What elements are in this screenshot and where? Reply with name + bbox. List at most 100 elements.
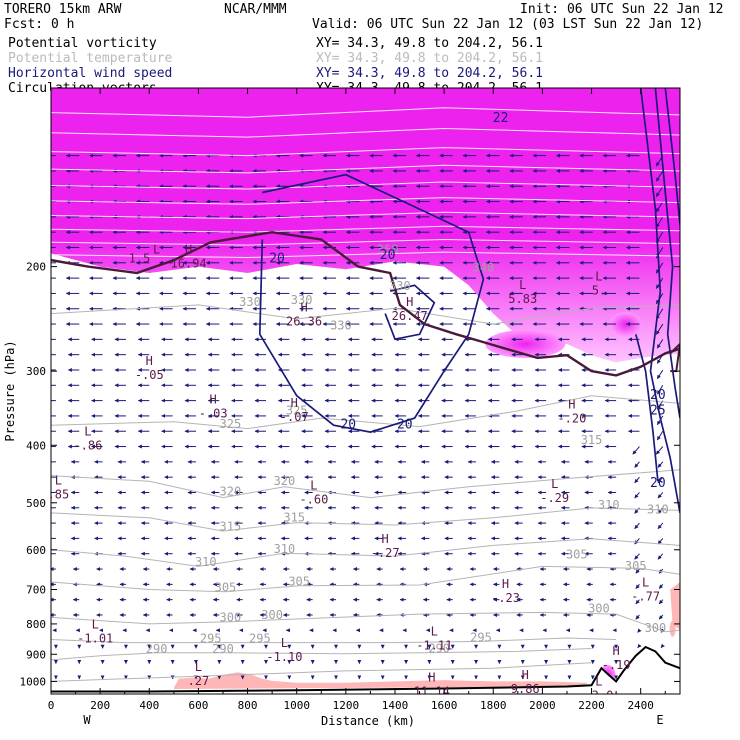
extremum-marker: L bbox=[281, 636, 288, 650]
theta-label: 290 bbox=[428, 642, 450, 656]
init-time: Init: 06 UTC Sun 22 Jan 12 bbox=[520, 2, 724, 17]
extremum-value: -.23 bbox=[491, 591, 520, 605]
wind-contour bbox=[639, 88, 680, 514]
legend-label: Potential vorticity bbox=[8, 36, 157, 51]
theta-label: 305 bbox=[566, 548, 588, 562]
y-tick-label: 900 bbox=[26, 648, 46, 661]
extremum-value: -1.10 bbox=[266, 650, 302, 664]
wind-contour bbox=[258, 173, 485, 433]
extremum-value: -1.01 bbox=[77, 632, 113, 646]
circulation-vector bbox=[655, 201, 664, 213]
extremum-marker: H bbox=[568, 398, 575, 412]
theta-contour bbox=[51, 469, 680, 499]
theta-label: 295 bbox=[200, 631, 222, 645]
circulation-vector bbox=[635, 584, 640, 589]
extremum-value: 11.14 bbox=[414, 684, 450, 698]
wind-label: 20 bbox=[650, 476, 666, 491]
circulation-vector bbox=[655, 446, 664, 455]
circulation-vector bbox=[634, 507, 640, 514]
theta-label: 305 bbox=[215, 581, 237, 595]
theta-contour bbox=[51, 238, 680, 246]
circulation-vector bbox=[657, 507, 664, 514]
theta-contour bbox=[51, 611, 680, 633]
theta-contour bbox=[51, 164, 680, 174]
theta-contour bbox=[51, 637, 617, 644]
circulation-vector bbox=[657, 492, 664, 499]
theta-label: 360 bbox=[377, 242, 399, 256]
theta-label: 300 bbox=[220, 611, 242, 625]
y-tick-label: 600 bbox=[26, 544, 46, 557]
circulation-vector bbox=[656, 369, 664, 380]
valid-time: Valid: 06 UTC Sun 22 Jan 12 (03 LST Sun … bbox=[312, 17, 703, 32]
theta-label: 315 bbox=[220, 520, 242, 534]
x-axis-label: Distance (km) bbox=[321, 714, 415, 728]
wind-contour bbox=[654, 88, 680, 419]
circulation-vector bbox=[657, 522, 664, 530]
x-tick-label: 1400 bbox=[382, 699, 409, 712]
x-tick-label: 2000 bbox=[529, 699, 556, 712]
extremum-marker: L bbox=[195, 660, 202, 674]
y-axis-label: Pressure (hPa) bbox=[3, 340, 17, 441]
theta-label: 295 bbox=[249, 631, 271, 645]
circulation-vector bbox=[656, 430, 664, 441]
west-label: W bbox=[83, 713, 91, 727]
theta-contour bbox=[51, 565, 680, 593]
wind-label: 22 bbox=[493, 111, 509, 126]
theta-label: 305 bbox=[625, 559, 647, 573]
extremum-value: 16.94 bbox=[171, 256, 207, 270]
theta-label: 330 bbox=[330, 318, 352, 332]
theta-contours bbox=[51, 107, 680, 682]
legend-coords: XY= 34.3, 49.8 to 204.2, 56.1 bbox=[316, 66, 543, 81]
y-tick-label: 700 bbox=[26, 584, 46, 597]
circulation-vector bbox=[637, 643, 642, 649]
extremum-value: 26.36 bbox=[286, 314, 322, 328]
extremum-value: -.07 bbox=[280, 410, 309, 424]
circulation-vector bbox=[657, 553, 664, 560]
extremum-value: -.86 bbox=[73, 438, 102, 452]
theta-contour bbox=[51, 127, 680, 138]
extremum-marker: L bbox=[519, 278, 526, 292]
pv-low-region bbox=[670, 582, 680, 631]
theta-contour bbox=[51, 507, 680, 532]
circulation-vector bbox=[634, 538, 640, 545]
legend-label: Potential temperature bbox=[8, 51, 173, 66]
theta-contour bbox=[51, 211, 680, 220]
extremum-marker: H bbox=[300, 300, 307, 314]
extremum-value: -.05 bbox=[135, 368, 164, 382]
plot-area: 330 330 330 330 340 360 325 325 315 320 320 315 315 3… bbox=[51, 88, 680, 698]
circulation-vector bbox=[634, 461, 640, 468]
circulation-vector bbox=[655, 323, 664, 335]
circulation-vector bbox=[658, 584, 664, 589]
legend-coords: XY= 34.3, 49.8 to 204.2, 56.1 bbox=[316, 36, 543, 51]
center-title: NCAR/MMM bbox=[224, 2, 287, 17]
circulation-vector bbox=[655, 170, 664, 182]
circulation-vector bbox=[655, 216, 664, 228]
extremum-value: -.03 bbox=[199, 406, 228, 420]
circulation-vector bbox=[634, 492, 640, 499]
extremum-value: 9.86 bbox=[511, 682, 540, 696]
circulation-vector bbox=[658, 614, 664, 620]
x-tick-label: 600 bbox=[188, 699, 208, 712]
east-label: E bbox=[656, 713, 663, 727]
circulation-vector bbox=[656, 339, 664, 349]
circulation-vector bbox=[634, 522, 640, 530]
circulation-vector bbox=[637, 628, 642, 633]
tropopause-line bbox=[669, 342, 680, 373]
theta-label: 310 bbox=[274, 542, 296, 556]
x-tick-label: 1600 bbox=[431, 699, 458, 712]
wind-label: 20 bbox=[397, 418, 413, 433]
wind-label: 25 bbox=[650, 404, 666, 419]
theta-label: 305 bbox=[288, 574, 310, 588]
x-tick-label: 1800 bbox=[480, 699, 507, 712]
extremum-marker: H bbox=[382, 532, 389, 546]
y-tick-label: 1000 bbox=[20, 675, 47, 688]
theta-label: 325 bbox=[220, 417, 242, 431]
pv-max-blob bbox=[485, 329, 566, 358]
pv-max-blob bbox=[609, 312, 642, 337]
terrain-mask bbox=[51, 647, 680, 694]
extremum-value: 5.83 bbox=[508, 292, 537, 306]
extremum-marker: H bbox=[502, 577, 509, 591]
theta-label: 340 bbox=[473, 261, 495, 275]
wind-contour bbox=[634, 334, 659, 482]
